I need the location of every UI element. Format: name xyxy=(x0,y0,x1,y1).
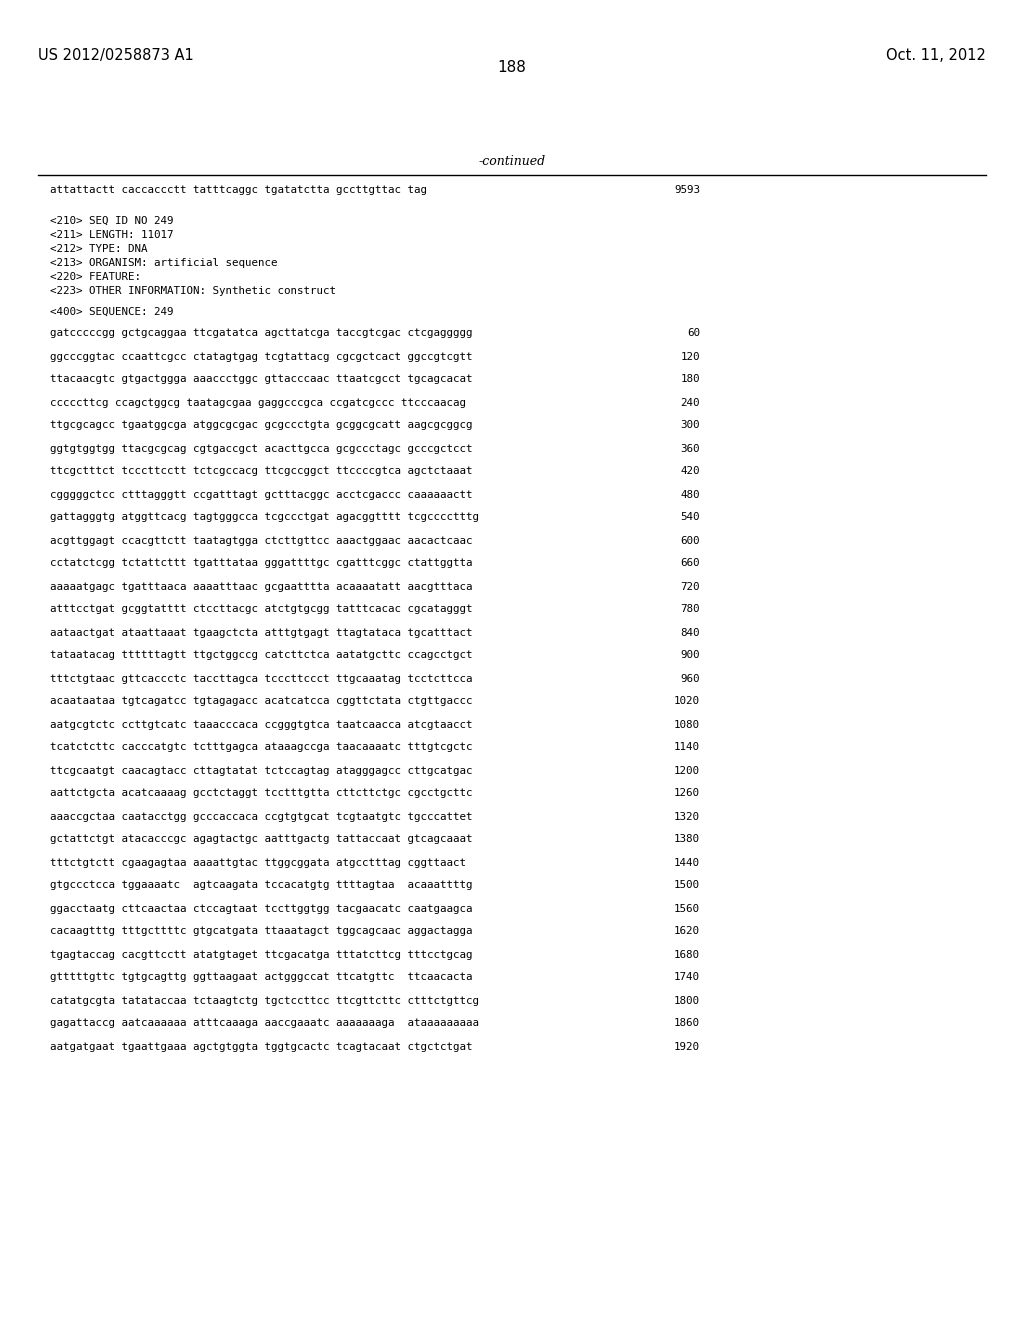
Text: atttcctgat gcggtatttt ctccttacgc atctgtgcgg tatttcacac cgcatagggt: atttcctgat gcggtatttt ctccttacgc atctgtg… xyxy=(50,605,472,615)
Text: 1140: 1140 xyxy=(674,742,700,752)
Text: <223> OTHER INFORMATION: Synthetic construct: <223> OTHER INFORMATION: Synthetic const… xyxy=(50,285,336,296)
Text: 60: 60 xyxy=(687,329,700,338)
Text: 1560: 1560 xyxy=(674,903,700,913)
Text: ttcgctttct tcccttcctt tctcgccacg ttcgccggct ttccccgtca agctctaaat: ttcgctttct tcccttcctt tctcgccacg ttcgccg… xyxy=(50,466,472,477)
Text: gctattctgt atacacccgc agagtactgc aatttgactg tattaccaat gtcagcaaat: gctattctgt atacacccgc agagtactgc aatttga… xyxy=(50,834,472,845)
Text: <213> ORGANISM: artificial sequence: <213> ORGANISM: artificial sequence xyxy=(50,257,278,268)
Text: 1800: 1800 xyxy=(674,995,700,1006)
Text: cgggggctcc ctttagggtt ccgatttagt gctttacggc acctcgaccc caaaaaactt: cgggggctcc ctttagggtt ccgatttagt gctttac… xyxy=(50,490,472,499)
Text: aatgcgtctc ccttgtcatc taaacccaca ccgggtgtca taatcaacca atcgtaacct: aatgcgtctc ccttgtcatc taaacccaca ccgggtg… xyxy=(50,719,472,730)
Text: Oct. 11, 2012: Oct. 11, 2012 xyxy=(886,48,986,63)
Text: 1860: 1860 xyxy=(674,1019,700,1028)
Text: 1920: 1920 xyxy=(674,1041,700,1052)
Text: tataatacag ttttttagtt ttgctggccg catcttctca aatatgcttc ccagcctgct: tataatacag ttttttagtt ttgctggccg catcttc… xyxy=(50,651,472,660)
Text: aaaccgctaa caatacctgg gcccaccaca ccgtgtgcat tcgtaatgtc tgcccattet: aaaccgctaa caatacctgg gcccaccaca ccgtgtg… xyxy=(50,812,472,821)
Text: <220> FEATURE:: <220> FEATURE: xyxy=(50,272,141,281)
Text: 1320: 1320 xyxy=(674,812,700,821)
Text: 780: 780 xyxy=(681,605,700,615)
Text: ggacctaatg cttcaactaa ctccagtaat tccttggtgg tacgaacatc caatgaagca: ggacctaatg cttcaactaa ctccagtaat tccttgg… xyxy=(50,903,472,913)
Text: cccccttcg ccagctggcg taatagcgaa gaggcccgca ccgatcgccc ttcccaacag: cccccttcg ccagctggcg taatagcgaa gaggcccg… xyxy=(50,397,466,408)
Text: aaaaatgagc tgatttaaca aaaatttaac gcgaatttta acaaaatatt aacgtttaca: aaaaatgagc tgatttaaca aaaatttaac gcgaatt… xyxy=(50,582,472,591)
Text: 1500: 1500 xyxy=(674,880,700,891)
Text: 240: 240 xyxy=(681,397,700,408)
Text: 1620: 1620 xyxy=(674,927,700,936)
Text: 900: 900 xyxy=(681,651,700,660)
Text: 960: 960 xyxy=(681,673,700,684)
Text: 188: 188 xyxy=(498,59,526,75)
Text: catatgcgta tatataccaa tctaagtctg tgctccttcc ttcgttcttc ctttctgttcg: catatgcgta tatataccaa tctaagtctg tgctcct… xyxy=(50,995,479,1006)
Text: 480: 480 xyxy=(681,490,700,499)
Text: ttcgcaatgt caacagtacc cttagtatat tctccagtag atagggagcc cttgcatgac: ttcgcaatgt caacagtacc cttagtatat tctccag… xyxy=(50,766,472,776)
Text: <212> TYPE: DNA: <212> TYPE: DNA xyxy=(50,243,147,253)
Text: gtttttgttc tgtgcagttg ggttaagaat actgggccat ttcatgttc  ttcaacacta: gtttttgttc tgtgcagttg ggttaagaat actgggc… xyxy=(50,973,472,982)
Text: ggcccggtac ccaattcgcc ctatagtgag tcgtattacg cgcgctcact ggccgtcgtt: ggcccggtac ccaattcgcc ctatagtgag tcgtatt… xyxy=(50,351,472,362)
Text: 1020: 1020 xyxy=(674,697,700,706)
Text: <400> SEQUENCE: 249: <400> SEQUENCE: 249 xyxy=(50,308,173,317)
Text: 1680: 1680 xyxy=(674,949,700,960)
Text: 1380: 1380 xyxy=(674,834,700,845)
Text: tcatctcttc cacccatgtc tctttgagca ataaagccga taacaaaatc tttgtcgctc: tcatctcttc cacccatgtc tctttgagca ataaagc… xyxy=(50,742,472,752)
Text: <211> LENGTH: 11017: <211> LENGTH: 11017 xyxy=(50,230,173,239)
Text: tttctgtaac gttcaccctc taccttagca tcccttccct ttgcaaatag tcctcttcca: tttctgtaac gttcaccctc taccttagca tcccttc… xyxy=(50,673,472,684)
Text: aatgatgaat tgaattgaaa agctgtggta tggtgcactc tcagtacaat ctgctctgat: aatgatgaat tgaattgaaa agctgtggta tggtgca… xyxy=(50,1041,472,1052)
Text: gtgccctcca tggaaaatc  agtcaagata tccacatgtg ttttagtaa  acaaattttg: gtgccctcca tggaaaatc agtcaagata tccacatg… xyxy=(50,880,472,891)
Text: acgttggagt ccacgttctt taatagtgga ctcttgttcc aaactggaac aacactcaac: acgttggagt ccacgttctt taatagtgga ctcttgt… xyxy=(50,536,472,545)
Text: US 2012/0258873 A1: US 2012/0258873 A1 xyxy=(38,48,194,63)
Text: 120: 120 xyxy=(681,351,700,362)
Text: 9593: 9593 xyxy=(674,185,700,195)
Text: 540: 540 xyxy=(681,512,700,523)
Text: -continued: -continued xyxy=(478,154,546,168)
Text: 1200: 1200 xyxy=(674,766,700,776)
Text: 420: 420 xyxy=(681,466,700,477)
Text: 1080: 1080 xyxy=(674,719,700,730)
Text: 600: 600 xyxy=(681,536,700,545)
Text: 660: 660 xyxy=(681,558,700,569)
Text: ttgcgcagcc tgaatggcga atggcgcgac gcgccctgta gcggcgcatt aagcgcggcg: ttgcgcagcc tgaatggcga atggcgcgac gcgccct… xyxy=(50,421,472,430)
Text: 180: 180 xyxy=(681,375,700,384)
Text: 360: 360 xyxy=(681,444,700,454)
Text: 1740: 1740 xyxy=(674,973,700,982)
Text: cacaagtttg tttgcttttc gtgcatgata ttaaatagct tggcagcaac aggactagga: cacaagtttg tttgcttttc gtgcatgata ttaaata… xyxy=(50,927,472,936)
Text: attattactt caccaccctt tatttcaggc tgatatctta gccttgttac tag: attattactt caccaccctt tatttcaggc tgatatc… xyxy=(50,185,427,195)
Text: ggtgtggtgg ttacgcgcag cgtgaccgct acacttgcca gcgccctagc gcccgctcct: ggtgtggtgg ttacgcgcag cgtgaccgct acacttg… xyxy=(50,444,472,454)
Text: tgagtaccag cacgttcctt atatgtaget ttcgacatga tttatcttcg tttcctgcag: tgagtaccag cacgttcctt atatgtaget ttcgaca… xyxy=(50,949,472,960)
Text: aataactgat ataattaaat tgaagctcta atttgtgagt ttagtataca tgcatttact: aataactgat ataattaaat tgaagctcta atttgtg… xyxy=(50,627,472,638)
Text: <210> SEQ ID NO 249: <210> SEQ ID NO 249 xyxy=(50,215,173,226)
Text: gagattaccg aatcaaaaaa atttcaaaga aaccgaaatc aaaaaaaga  ataaaaaaaaa: gagattaccg aatcaaaaaa atttcaaaga aaccgaa… xyxy=(50,1019,479,1028)
Text: 840: 840 xyxy=(681,627,700,638)
Text: gatcccccgg gctgcaggaa ttcgatatca agcttatcga taccgtcgac ctcgaggggg: gatcccccgg gctgcaggaa ttcgatatca agcttat… xyxy=(50,329,472,338)
Text: 300: 300 xyxy=(681,421,700,430)
Text: 1260: 1260 xyxy=(674,788,700,799)
Text: tttctgtctt cgaagagtaa aaaattgtac ttggcggata atgcctttag cggttaact: tttctgtctt cgaagagtaa aaaattgtac ttggcgg… xyxy=(50,858,466,867)
Text: acaataataa tgtcagatcc tgtagagacc acatcatcca cggttctata ctgttgaccc: acaataataa tgtcagatcc tgtagagacc acatcat… xyxy=(50,697,472,706)
Text: cctatctcgg tctattcttt tgatttataa gggattttgc cgatttcggc ctattggtta: cctatctcgg tctattcttt tgatttataa gggattt… xyxy=(50,558,472,569)
Text: aattctgcta acatcaaaag gcctctaggt tcctttgtta cttcttctgc cgcctgcttc: aattctgcta acatcaaaag gcctctaggt tcctttg… xyxy=(50,788,472,799)
Text: 720: 720 xyxy=(681,582,700,591)
Text: gattagggtg atggttcacg tagtgggcca tcgccctgat agacggtttt tcgcccctttg: gattagggtg atggttcacg tagtgggcca tcgccct… xyxy=(50,512,479,523)
Text: ttacaacgtc gtgactggga aaaccctggc gttacccaac ttaatcgcct tgcagcacat: ttacaacgtc gtgactggga aaaccctggc gttaccc… xyxy=(50,375,472,384)
Text: 1440: 1440 xyxy=(674,858,700,867)
